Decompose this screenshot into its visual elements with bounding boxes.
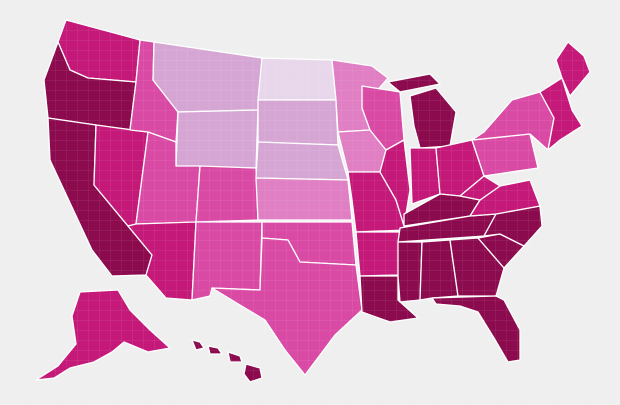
county-boundaries-overlay [0, 0, 620, 405]
us-county-choropleth-map [0, 0, 620, 405]
